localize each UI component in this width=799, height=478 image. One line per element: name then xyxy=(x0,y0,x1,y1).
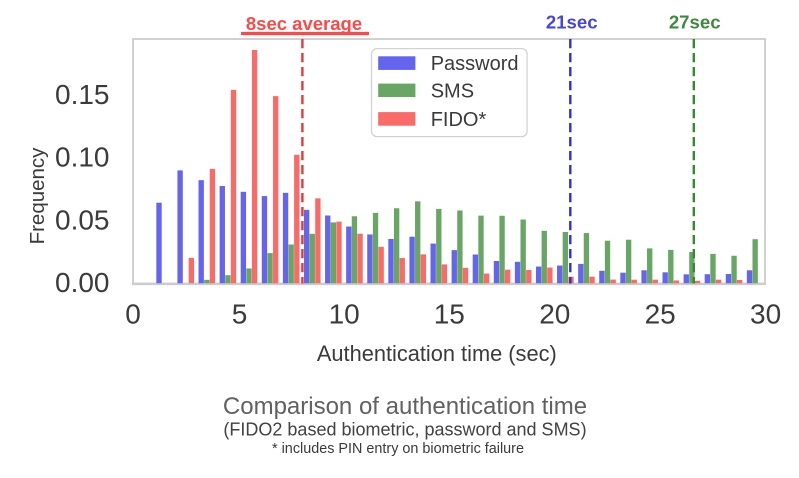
svg-text:FIDO*: FIDO* xyxy=(431,109,487,131)
svg-text:25: 25 xyxy=(645,299,676,330)
svg-text:Comparison of authentication t: Comparison of authentication time xyxy=(223,393,587,420)
svg-text:10: 10 xyxy=(329,299,360,330)
svg-text:(FIDO2 based biometric, passwo: (FIDO2 based biometric, password and SMS… xyxy=(223,420,586,440)
svg-text:27sec: 27sec xyxy=(669,11,721,32)
svg-text:SMS: SMS xyxy=(431,80,474,102)
svg-text:8sec average: 8sec average xyxy=(246,13,362,34)
svg-text:Authentication time (sec): Authentication time (sec) xyxy=(317,341,557,366)
svg-text:0.15: 0.15 xyxy=(55,79,110,110)
svg-text:* includes PIN entry on biomet: * includes PIN entry on biometric failur… xyxy=(272,441,524,457)
svg-text:0.05: 0.05 xyxy=(55,204,110,235)
svg-text:Password: Password xyxy=(431,53,519,75)
svg-text:0.10: 0.10 xyxy=(55,142,110,173)
svg-text:0: 0 xyxy=(125,299,141,330)
svg-text:15: 15 xyxy=(434,299,465,330)
svg-text:Frequency: Frequency xyxy=(26,147,49,245)
svg-text:0.00: 0.00 xyxy=(55,267,110,298)
svg-text:20: 20 xyxy=(539,299,570,330)
svg-text:21sec: 21sec xyxy=(546,11,598,32)
svg-text:30: 30 xyxy=(750,299,781,330)
svg-text:5: 5 xyxy=(232,299,248,330)
